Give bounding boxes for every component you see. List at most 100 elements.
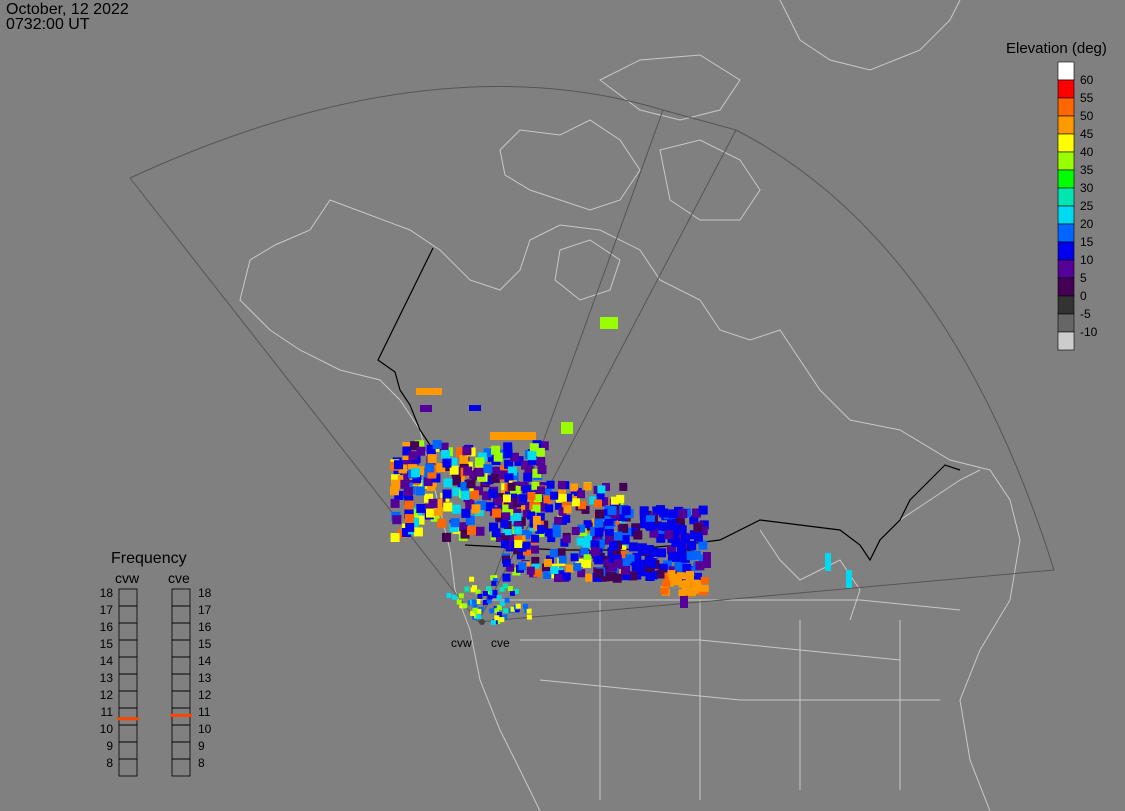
backscatter-cell [499,617,505,623]
frequency-gauge-cell [118,690,138,709]
backscatter-cell [681,534,690,544]
backscatter-cell [452,487,462,497]
backscatter-cell [391,479,401,489]
elevation-legend-title: Elevation (deg) [1006,40,1107,57]
backscatter-cell [570,553,579,562]
backscatter-cell [430,512,440,522]
backscatter-cell [644,545,654,554]
backscatter-cell [394,491,404,500]
backscatter-cell [491,445,501,455]
backscatter-cell [415,515,425,525]
colorbar-swatch [1057,61,1075,81]
backscatter-cell [607,572,617,582]
backscatter-cell [628,527,638,537]
backscatter-cell [483,448,493,458]
backscatter-cell [667,518,676,528]
colorbar-swatch [1057,223,1075,243]
colorbar-swatch [1057,331,1075,351]
backscatter-cell [502,573,511,582]
backscatter-cell [676,542,686,552]
backscatter-cell [562,572,571,581]
backscatter-cell [544,528,553,537]
backscatter-cell [692,508,701,518]
frequency-gauge-cell [118,741,138,760]
backscatter-cell [681,583,690,590]
backscatter-cell [686,570,694,578]
backscatter-cell [492,578,498,583]
backscatter-cell [428,498,438,508]
backscatter-cell [416,388,442,395]
backscatter-cell [618,541,627,550]
colorbar-swatch [1057,169,1075,189]
backscatter-cell [687,589,696,597]
backscatter-cell [412,474,422,484]
backscatter-cell [602,483,610,491]
colorbar-tick-label: 30 [1080,181,1094,195]
frequency-gauge-cell [118,605,138,624]
backscatter-cell [558,555,567,564]
backscatter-cell [486,586,492,592]
backscatter-cell [609,541,618,551]
backscatter-cell [472,607,478,613]
backscatter-cell [513,546,522,555]
backscatter-cell [562,535,571,544]
backscatter-cell [677,559,687,569]
backscatter-cell [424,493,433,503]
backscatter-cell [425,503,435,513]
colorbar-swatch [1057,241,1075,261]
backscatter-cell [509,472,519,482]
backscatter-cell [518,562,527,571]
backscatter-cell [675,516,685,526]
backscatter-cell [532,515,541,524]
backscatter-cell [405,523,415,532]
backscatter-cell [552,529,561,538]
backscatter-cell [390,486,399,496]
backscatter-cell [642,559,652,569]
backscatter-cell [583,482,592,491]
backscatter-cell [508,501,517,510]
backscatter-cell [464,586,470,592]
frequency-tick-label: 11 [101,705,114,719]
frequency-tick-label: 15 [198,637,212,651]
backscatter-cell [600,317,618,329]
backscatter-cell [441,450,450,459]
backscatter-cell [469,469,479,479]
frequency-gauge-cell [171,656,191,675]
backscatter-cell [477,452,487,462]
backscatter-cell [578,501,586,510]
backscatter-cell [620,535,630,544]
backscatter-cell [577,490,585,499]
backscatter-cell [470,587,476,593]
backscatter-cell [452,476,462,486]
backscatter-cell [555,501,564,510]
colorbar-swatch [1057,133,1075,153]
backscatter-cell [532,504,541,513]
backscatter-cell [687,541,697,550]
backscatter-cell [645,572,655,581]
backscatter-cell [558,516,567,525]
backscatter-cell [537,524,546,533]
backscatter-cell [491,528,501,538]
frequency-tick-label: 9 [198,739,205,753]
backscatter-cell [469,576,475,582]
backscatter-cell [490,575,496,581]
backscatter-cell [504,459,514,469]
backscatter-cell [522,485,531,494]
backscatter-cell [661,522,671,532]
backscatter-cell [825,553,831,571]
backscatter-cell [523,603,529,609]
backscatter-cell [475,599,481,604]
backscatter-cell [485,502,495,512]
backscatter-cell [425,463,435,473]
backscatter-cell [491,592,497,598]
colorbar-tick-label: 55 [1080,91,1094,105]
backscatter-cell [403,487,413,496]
backscatter-cell [569,494,578,503]
backscatter-cell [465,500,475,510]
frequency-tick-label: 10 [100,722,114,736]
backscatter-cell [570,483,579,492]
frequency-gauge-cell [118,673,138,692]
backscatter-cell [477,472,486,482]
